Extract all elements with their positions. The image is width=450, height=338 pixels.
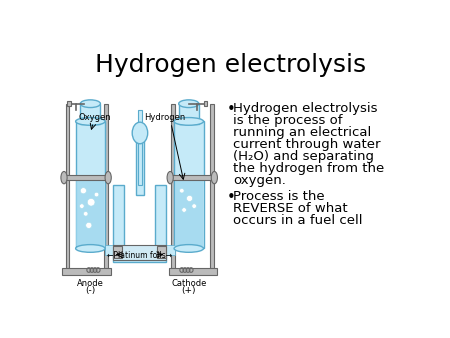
Bar (66, 104, 69, 273)
Bar (155, 185, 166, 255)
Bar (113, 250, 166, 262)
Text: •: • (227, 190, 235, 205)
Text: Hydrogen electrolysis: Hydrogen electrolysis (233, 102, 378, 115)
Text: Oxygen: Oxygen (79, 113, 111, 122)
Bar (113, 246, 122, 259)
Text: (H₂O) and separating: (H₂O) and separating (233, 150, 374, 163)
Text: current through water: current through water (233, 138, 380, 151)
Bar (175, 175, 202, 246)
Text: the hydrogen from the: the hydrogen from the (233, 162, 384, 175)
Text: ←Platinum foils→: ←Platinum foils→ (107, 251, 172, 260)
Text: (-): (-) (85, 286, 95, 295)
Ellipse shape (80, 188, 86, 194)
Bar (104, 104, 108, 273)
Bar (155, 245, 175, 256)
Bar (63, 268, 111, 275)
Text: REVERSE of what: REVERSE of what (233, 202, 347, 215)
Text: Process is the: Process is the (233, 190, 324, 203)
Text: (+): (+) (181, 286, 196, 295)
Bar (64, 175, 107, 180)
Text: •: • (227, 102, 235, 117)
Bar (157, 246, 166, 259)
Ellipse shape (211, 171, 217, 184)
Ellipse shape (86, 222, 92, 228)
Bar (76, 121, 105, 248)
Bar (138, 110, 142, 141)
Ellipse shape (182, 208, 186, 212)
Ellipse shape (179, 100, 199, 107)
Bar (76, 175, 104, 246)
Bar (203, 101, 207, 106)
Ellipse shape (80, 100, 100, 107)
Bar (179, 104, 199, 124)
Text: Hydrogen: Hydrogen (144, 113, 185, 122)
Text: Anode: Anode (77, 279, 104, 288)
Ellipse shape (167, 171, 173, 184)
Text: running an electrical: running an electrical (233, 126, 371, 139)
Bar (171, 104, 175, 273)
Ellipse shape (132, 122, 148, 144)
Text: Hydrogen electrolysis: Hydrogen electrolysis (95, 53, 366, 77)
Ellipse shape (105, 171, 111, 184)
Bar (113, 245, 166, 260)
Bar (136, 141, 144, 195)
Ellipse shape (180, 188, 184, 193)
Bar (67, 101, 71, 106)
Bar (113, 185, 125, 255)
Ellipse shape (192, 204, 197, 209)
Bar (170, 175, 213, 180)
Bar (80, 104, 100, 124)
Ellipse shape (94, 192, 99, 197)
Ellipse shape (87, 198, 95, 206)
Text: oxygen.: oxygen. (233, 174, 286, 187)
Ellipse shape (186, 195, 193, 201)
Bar (174, 121, 203, 248)
Ellipse shape (174, 245, 203, 252)
Bar (169, 268, 217, 275)
Bar (138, 143, 142, 185)
Text: occurs in a fuel cell: occurs in a fuel cell (233, 214, 362, 227)
Ellipse shape (76, 118, 105, 125)
Ellipse shape (61, 171, 67, 184)
Ellipse shape (174, 118, 203, 125)
Ellipse shape (76, 245, 105, 252)
Bar (210, 104, 214, 273)
Text: is the process of: is the process of (233, 114, 342, 127)
Ellipse shape (83, 212, 88, 216)
Bar (105, 245, 125, 256)
Ellipse shape (80, 204, 84, 209)
Text: Cathode: Cathode (171, 279, 207, 288)
